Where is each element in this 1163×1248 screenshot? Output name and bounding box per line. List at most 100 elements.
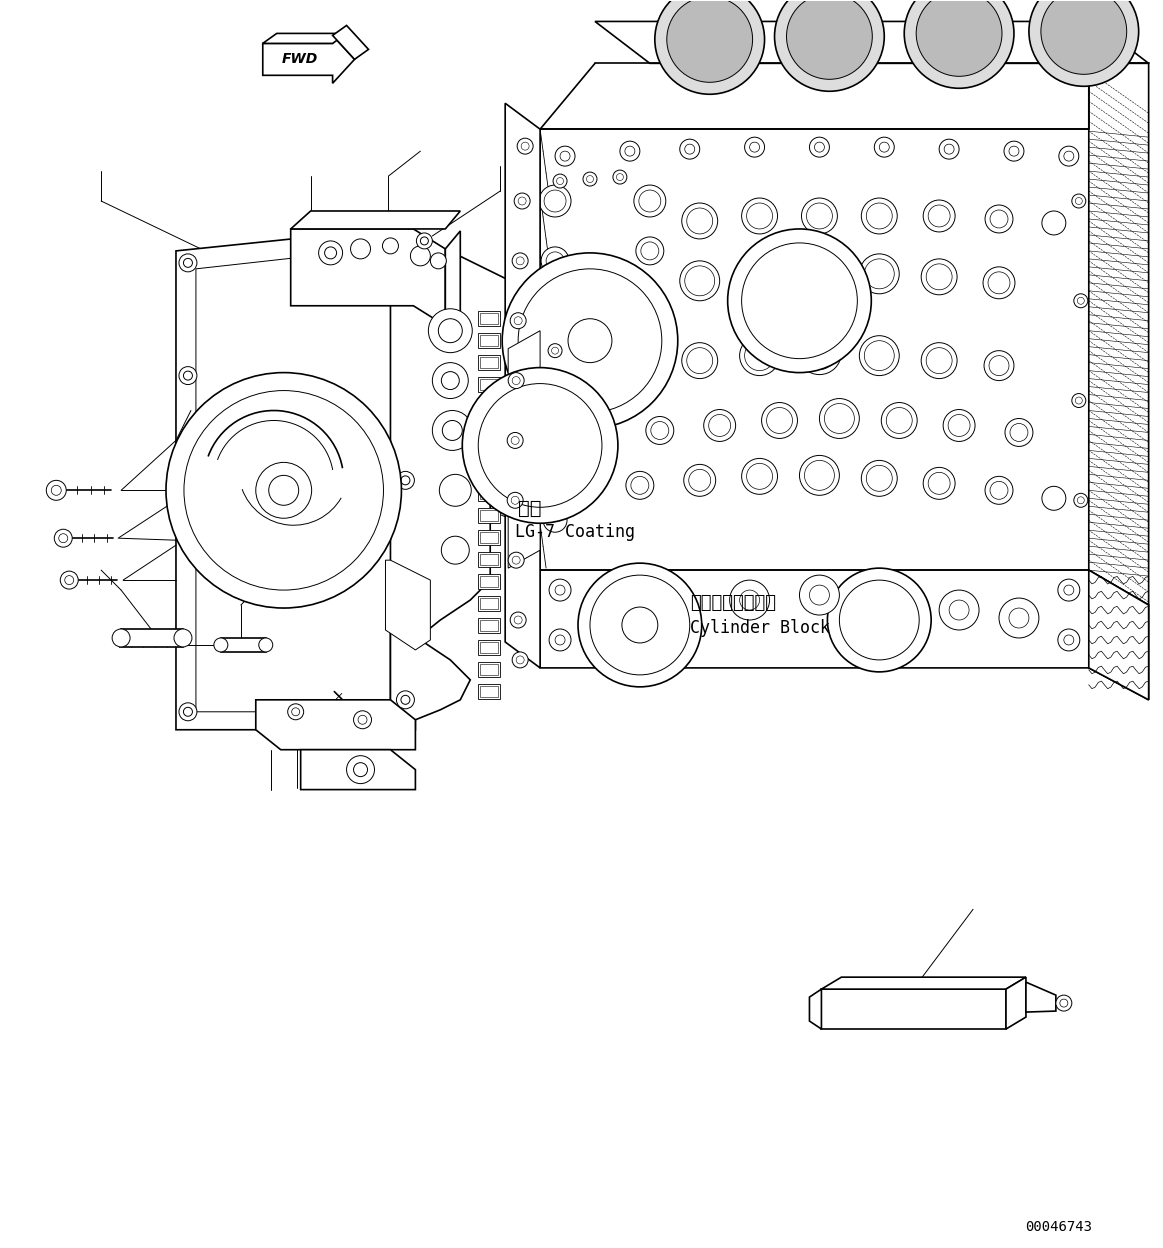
Circle shape bbox=[174, 629, 192, 646]
Circle shape bbox=[814, 142, 825, 152]
Polygon shape bbox=[391, 620, 470, 720]
Text: LG-7 Coating: LG-7 Coating bbox=[515, 523, 635, 542]
Circle shape bbox=[641, 242, 658, 260]
Circle shape bbox=[916, 0, 1003, 76]
Circle shape bbox=[514, 317, 522, 324]
Circle shape bbox=[728, 228, 871, 373]
Bar bbox=[480, 532, 498, 543]
Circle shape bbox=[433, 363, 469, 398]
Circle shape bbox=[319, 241, 343, 265]
Circle shape bbox=[742, 458, 778, 494]
Circle shape bbox=[1059, 1000, 1068, 1007]
Circle shape bbox=[561, 151, 570, 161]
Circle shape bbox=[59, 534, 67, 543]
Circle shape bbox=[747, 203, 772, 228]
Circle shape bbox=[347, 756, 374, 784]
Circle shape bbox=[179, 703, 197, 721]
Circle shape bbox=[729, 580, 770, 620]
Circle shape bbox=[620, 141, 640, 161]
Polygon shape bbox=[291, 211, 461, 228]
Circle shape bbox=[940, 590, 979, 630]
Circle shape bbox=[904, 0, 1014, 89]
Circle shape bbox=[840, 580, 919, 660]
Circle shape bbox=[555, 146, 575, 166]
Circle shape bbox=[686, 208, 713, 233]
Circle shape bbox=[441, 537, 469, 564]
Circle shape bbox=[983, 267, 1015, 298]
Circle shape bbox=[184, 708, 192, 716]
Circle shape bbox=[557, 177, 564, 185]
Bar bbox=[480, 467, 498, 477]
Circle shape bbox=[1056, 995, 1072, 1011]
Circle shape bbox=[440, 474, 471, 507]
Bar bbox=[480, 313, 498, 323]
Circle shape bbox=[428, 308, 472, 353]
Circle shape bbox=[508, 552, 525, 568]
Circle shape bbox=[543, 388, 568, 413]
Circle shape bbox=[433, 411, 472, 451]
Circle shape bbox=[568, 318, 612, 363]
Circle shape bbox=[879, 142, 890, 152]
Bar bbox=[480, 577, 498, 587]
Polygon shape bbox=[391, 248, 511, 730]
Circle shape bbox=[166, 373, 401, 608]
Circle shape bbox=[383, 238, 399, 253]
Circle shape bbox=[685, 145, 694, 154]
Bar bbox=[480, 510, 498, 522]
Circle shape bbox=[442, 421, 462, 441]
Polygon shape bbox=[256, 700, 415, 750]
Circle shape bbox=[999, 598, 1039, 638]
Circle shape bbox=[541, 307, 569, 334]
Circle shape bbox=[397, 472, 414, 489]
Text: Cylinder Block: Cylinder Block bbox=[690, 619, 829, 636]
Circle shape bbox=[578, 563, 701, 686]
Circle shape bbox=[514, 193, 530, 208]
Circle shape bbox=[679, 261, 720, 301]
Circle shape bbox=[583, 172, 597, 186]
Bar bbox=[121, 629, 183, 646]
Circle shape bbox=[985, 205, 1013, 233]
Circle shape bbox=[551, 347, 558, 354]
Circle shape bbox=[948, 414, 970, 437]
Circle shape bbox=[685, 266, 715, 296]
Circle shape bbox=[984, 351, 1014, 381]
Circle shape bbox=[740, 336, 779, 376]
Circle shape bbox=[636, 237, 664, 265]
Circle shape bbox=[750, 142, 759, 152]
Polygon shape bbox=[1089, 570, 1149, 700]
Circle shape bbox=[622, 607, 658, 643]
Circle shape bbox=[401, 475, 409, 484]
Circle shape bbox=[825, 403, 855, 433]
Circle shape bbox=[875, 137, 894, 157]
Circle shape bbox=[543, 493, 557, 507]
Circle shape bbox=[354, 711, 371, 729]
Circle shape bbox=[514, 617, 522, 624]
Circle shape bbox=[864, 258, 894, 288]
Circle shape bbox=[381, 238, 390, 247]
Bar bbox=[480, 357, 498, 368]
Circle shape bbox=[555, 585, 565, 595]
Circle shape bbox=[508, 373, 525, 388]
Circle shape bbox=[747, 463, 772, 489]
Circle shape bbox=[541, 247, 569, 275]
Bar bbox=[480, 620, 498, 631]
Circle shape bbox=[928, 472, 950, 494]
Circle shape bbox=[184, 258, 192, 267]
Circle shape bbox=[1064, 151, 1073, 161]
Circle shape bbox=[859, 336, 899, 376]
Circle shape bbox=[762, 403, 798, 438]
Circle shape bbox=[923, 467, 955, 499]
Circle shape bbox=[184, 475, 192, 484]
Circle shape bbox=[1072, 193, 1086, 208]
Circle shape bbox=[613, 170, 627, 183]
Circle shape bbox=[55, 529, 72, 547]
Circle shape bbox=[269, 475, 299, 505]
Polygon shape bbox=[176, 228, 413, 730]
Bar bbox=[480, 488, 498, 499]
Circle shape bbox=[554, 173, 568, 188]
Circle shape bbox=[441, 372, 459, 389]
Circle shape bbox=[292, 708, 300, 716]
Circle shape bbox=[478, 383, 602, 507]
Circle shape bbox=[416, 233, 433, 248]
Polygon shape bbox=[505, 104, 540, 668]
